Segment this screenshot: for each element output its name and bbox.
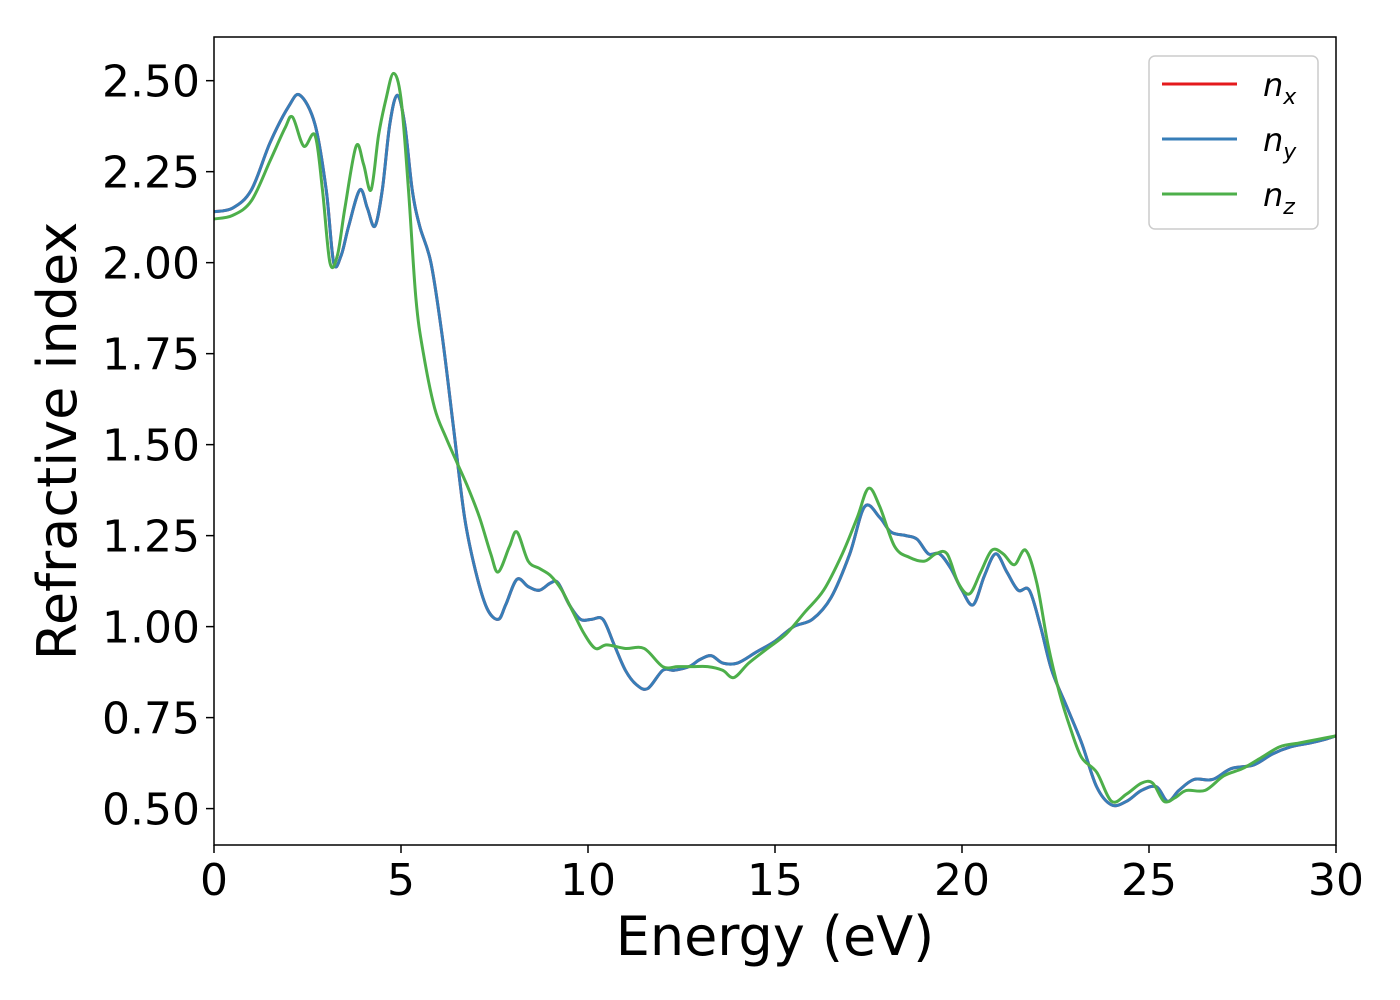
y-tick-label: 1.00 bbox=[102, 603, 200, 654]
legend-label-x: nx bbox=[1263, 66, 1297, 110]
x-tick-label: 25 bbox=[1121, 855, 1177, 906]
x-tick-label: 10 bbox=[560, 855, 616, 906]
y-tick-label: 2.50 bbox=[102, 57, 200, 108]
legend-label-z: nz bbox=[1263, 176, 1295, 220]
x-tick-label: 15 bbox=[747, 855, 803, 906]
series-layer bbox=[214, 71, 1336, 808]
y-tick-label: 1.75 bbox=[102, 330, 200, 381]
legend-label-y: ny bbox=[1263, 121, 1297, 165]
y-axis-title: Refractive index bbox=[26, 222, 89, 661]
x-tick-label: 5 bbox=[387, 855, 415, 906]
x-axis: 0 5 10 15 20 25 30 bbox=[200, 845, 1364, 906]
y-tick-label: 2.00 bbox=[102, 239, 200, 290]
legend-box bbox=[1148, 55, 1319, 230]
y-tick-label: 1.25 bbox=[102, 512, 200, 563]
x-tick-label: 20 bbox=[934, 855, 990, 906]
y-tick-label: 0.50 bbox=[102, 785, 200, 836]
x-axis-title: Energy (eV) bbox=[616, 905, 935, 968]
x-tick-label: 30 bbox=[1308, 855, 1364, 906]
y-axis: 0.50 0.75 1.00 1.25 1.50 1.75 2.00 2.25 2.50 bbox=[102, 57, 214, 836]
y-tick-label: 1.50 bbox=[102, 421, 200, 472]
legend: nx ny nz bbox=[1148, 55, 1319, 230]
series-line-y bbox=[214, 93, 1336, 808]
y-tick-label: 0.75 bbox=[102, 694, 200, 745]
series-line-z bbox=[214, 71, 1336, 804]
x-tick-label: 0 bbox=[200, 855, 228, 906]
y-tick-label: 2.25 bbox=[102, 148, 200, 199]
